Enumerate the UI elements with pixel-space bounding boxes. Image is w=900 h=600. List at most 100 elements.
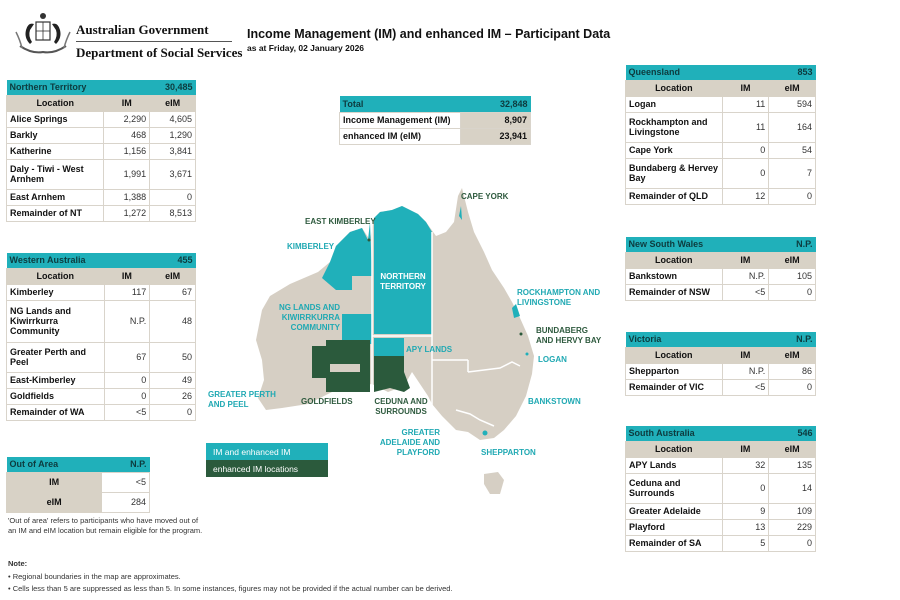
im-cell: 67 bbox=[103, 341, 151, 373]
eim-cell: 7 bbox=[768, 157, 816, 189]
total-value: 23,941 bbox=[460, 127, 531, 145]
table-total: N.P. bbox=[101, 457, 150, 472]
coat-of-arms-icon bbox=[15, 13, 71, 54]
eim-cell: 3,671 bbox=[149, 158, 196, 190]
col-header-location: Location bbox=[625, 79, 723, 97]
col-header-location: Location bbox=[6, 267, 105, 285]
map-region-bundaberg bbox=[519, 332, 523, 336]
location-cell: East Arnhem bbox=[5, 188, 105, 206]
label-line: SURROUNDS bbox=[375, 407, 427, 416]
location-cell: Kimberley bbox=[6, 283, 105, 301]
map-region-kimberley bbox=[322, 222, 372, 290]
location-cell: Remainder of WA bbox=[6, 403, 105, 421]
im-cell: <5 bbox=[101, 471, 150, 493]
im-label: IM bbox=[5, 471, 103, 493]
table-row: Goldfields 0 26 bbox=[6, 387, 196, 405]
location-cell: Bundaberg & Hervey Bay bbox=[625, 157, 723, 189]
note-item: • Cells less than 5 are suppressed as le… bbox=[8, 584, 453, 593]
table-row: Alice Springs 2,290 4,605 bbox=[5, 110, 196, 128]
eim-cell: 3,841 bbox=[149, 142, 196, 160]
table-row: Remainder of NT 1,272 8,513 bbox=[5, 204, 196, 222]
label-line: AND HERVY BAY bbox=[536, 336, 602, 345]
im-cell: <5 bbox=[721, 283, 770, 301]
table-row: IM <5 bbox=[5, 471, 150, 493]
im-cell: 468 bbox=[103, 126, 151, 144]
eim-cell: 109 bbox=[768, 502, 816, 520]
map-region-northern-territory bbox=[374, 206, 432, 334]
im-cell: 32 bbox=[721, 456, 770, 474]
map-region-east-kimberley bbox=[367, 238, 371, 242]
col-header-eim: eIM bbox=[149, 94, 196, 112]
label-line: ROCKHAMPTON AND bbox=[517, 288, 601, 297]
map-region-goldfields bbox=[312, 340, 370, 392]
map-label-apy-lands: APY LANDS bbox=[406, 345, 453, 354]
eim-cell: 0 bbox=[149, 188, 196, 206]
im-cell: N.P. bbox=[103, 299, 151, 343]
org-name-line2: Department of Social Services bbox=[76, 45, 243, 60]
table-title: Northern Territory bbox=[6, 80, 150, 95]
col-header-im: IM bbox=[721, 440, 770, 458]
col-header-location: Location bbox=[5, 94, 105, 112]
table-row: Barkly 468 1,290 bbox=[5, 126, 196, 144]
map-region-cape-york bbox=[459, 206, 462, 220]
label-line: NORTHERN bbox=[380, 272, 426, 281]
im-cell: N.P. bbox=[721, 362, 770, 380]
location-cell: Greater Adelaide bbox=[625, 502, 723, 520]
page-subtitle: as at Friday, 02 January 2026 bbox=[247, 43, 365, 53]
label-line: GREATER PERTH bbox=[208, 390, 276, 399]
eim-cell: 8,513 bbox=[149, 204, 196, 222]
location-cell: Remainder of SA bbox=[625, 534, 723, 552]
total-value: 8,907 bbox=[460, 111, 531, 129]
eim-cell: 48 bbox=[149, 299, 196, 343]
location-cell: Daly - Tiwi - West Arnhem bbox=[5, 158, 105, 190]
eim-cell: 50 bbox=[149, 341, 196, 373]
im-cell: 13 bbox=[721, 518, 770, 536]
label-line: GREATER bbox=[401, 428, 440, 437]
label-line: COMMUNITY bbox=[290, 323, 340, 332]
map-label-kimberley: KIMBERLEY bbox=[287, 242, 335, 251]
map-region-apy-lands bbox=[374, 338, 404, 356]
location-cell: Katherine bbox=[5, 142, 105, 160]
eim-cell: 0 bbox=[768, 534, 816, 552]
location-cell: Goldfields bbox=[6, 387, 105, 405]
table-row: APY Lands 32 135 bbox=[625, 456, 816, 474]
col-header-eim: eIM bbox=[768, 440, 816, 458]
government-logo: Australian Government Department of Soci… bbox=[12, 10, 312, 62]
table-title: Out of Area bbox=[6, 457, 102, 472]
label-line: TERRITORY bbox=[380, 282, 426, 291]
im-cell: 9 bbox=[721, 502, 770, 520]
table-total-summary: Total 32,848 Income Management (IM) 8,907… bbox=[338, 96, 531, 145]
map-label-greater-perth: GREATER PERTH AND PEEL bbox=[208, 390, 276, 410]
org-name-line1: Australian Government bbox=[76, 22, 209, 37]
location-cell: Remainder of NSW bbox=[625, 283, 723, 301]
legend-item-im-and-eim: IM and enhanced IM bbox=[206, 443, 328, 460]
location-cell: Bankstown bbox=[625, 267, 723, 285]
map-tasmania bbox=[484, 472, 504, 494]
table-new-south-wales: New South Wales N.P. Location IM eIM Ban… bbox=[625, 237, 816, 301]
location-cell: NG Lands and Kiwirrkurra Community bbox=[6, 299, 105, 343]
table-row: Remainder of SA 5 0 bbox=[625, 534, 816, 552]
note-item: • Regional boundaries in the map are app… bbox=[8, 572, 181, 581]
table-row: East Arnhem 1,388 0 bbox=[5, 188, 196, 206]
map-label-shepparton: SHEPPARTON bbox=[481, 448, 536, 457]
eim-cell: 26 bbox=[149, 387, 196, 405]
location-cell: Cape York bbox=[625, 141, 723, 159]
label-line: BUNDABERG bbox=[536, 326, 588, 335]
table-row: enhanced IM (eIM) 23,941 bbox=[338, 127, 531, 145]
im-cell: 117 bbox=[103, 283, 151, 301]
label-line: NG LANDS AND bbox=[278, 303, 340, 312]
col-header-im: IM bbox=[103, 267, 151, 285]
eim-cell: 14 bbox=[768, 472, 816, 504]
table-row: Playford 13 229 bbox=[625, 518, 816, 536]
eim-cell: 0 bbox=[768, 283, 816, 301]
table-total: 853 bbox=[768, 65, 816, 80]
eim-cell: 54 bbox=[768, 141, 816, 159]
eim-cell: 164 bbox=[768, 111, 816, 143]
table-title: Victoria bbox=[625, 332, 769, 347]
im-cell: <5 bbox=[103, 403, 151, 421]
table-row: Remainder of VIC <5 0 bbox=[625, 378, 816, 396]
table-row: Ceduna and Surrounds 0 14 bbox=[625, 472, 816, 504]
table-row: Cape York 0 54 bbox=[625, 141, 816, 159]
eim-cell: 1,290 bbox=[149, 126, 196, 144]
location-cell: Barkly bbox=[5, 126, 105, 144]
